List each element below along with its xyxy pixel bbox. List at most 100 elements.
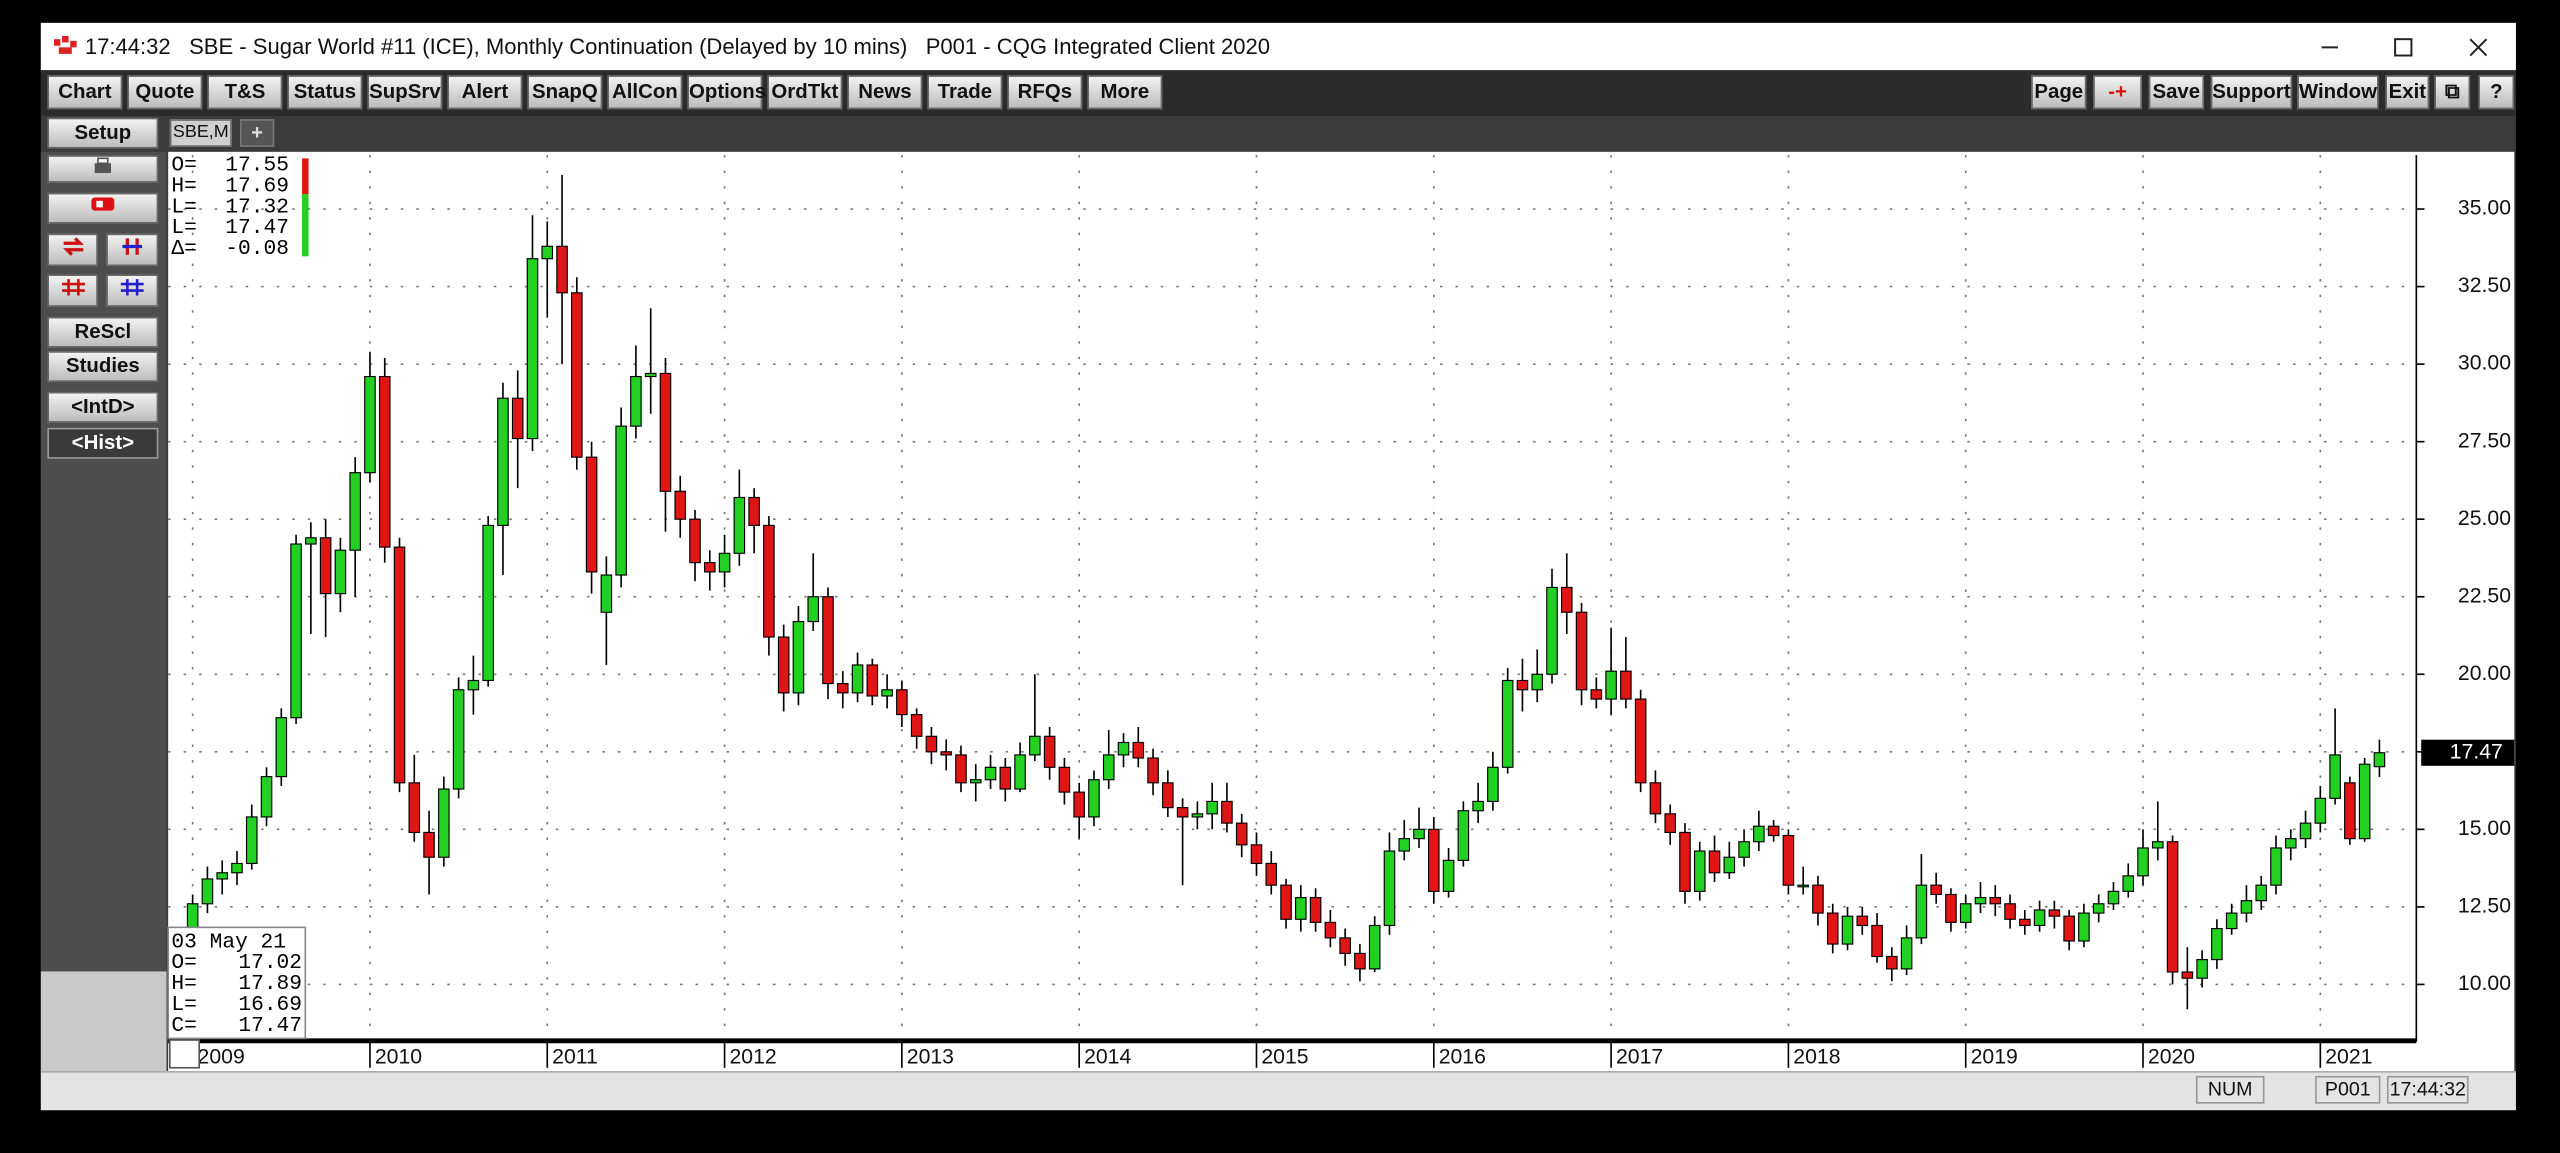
candle-body	[1014, 754, 1026, 790]
restore-button[interactable]: ⧉	[2434, 75, 2471, 110]
toolbar-button[interactable]: News	[847, 75, 923, 110]
candle-body	[2078, 912, 2090, 942]
axis-corner-box	[168, 1039, 200, 1069]
candle-body	[600, 574, 613, 613]
candle-body	[940, 751, 952, 756]
price-tag-label: 17.47	[2450, 740, 2503, 763]
candle-body	[1339, 937, 1351, 954]
toolbar-button[interactable]: SupSrv	[367, 75, 443, 110]
toolbar-button[interactable]: SnapQ	[527, 75, 603, 110]
toolbar-button[interactable]: Options	[687, 75, 766, 110]
candle-body	[777, 636, 790, 694]
x-tick-label: 2011	[552, 1046, 598, 1069]
sidebar-button[interactable]: ReScl	[47, 316, 159, 348]
sidebar-button[interactable]: Studies	[47, 351, 159, 383]
candle-body	[2019, 918, 2031, 927]
print-button[interactable]	[47, 155, 159, 183]
candle-body	[1516, 679, 1529, 691]
toolbar-button[interactable]: RFQs	[1007, 75, 1083, 110]
candle-body	[349, 472, 361, 551]
toolbar-button[interactable]: Status	[287, 75, 363, 110]
toolbar-button[interactable]: More	[1087, 75, 1163, 110]
candle-body	[2314, 797, 2327, 824]
y-tick-label: 27.50	[2458, 429, 2511, 452]
toolbar-button[interactable]: Save	[2148, 75, 2205, 110]
candle-body	[2225, 912, 2238, 930]
toolbar-button[interactable]: -+	[2093, 75, 2143, 110]
candle-body	[1088, 779, 1100, 818]
candle-body	[1915, 884, 1928, 939]
tab-add[interactable]: +	[239, 119, 275, 147]
x-tick-label: 2021	[2325, 1046, 2372, 1069]
candle-body	[2063, 915, 2075, 942]
candle-body	[2151, 841, 2164, 849]
candle-body	[674, 490, 687, 520]
toolbar-button[interactable]: Exit	[2385, 75, 2430, 110]
hover-label: C=	[171, 1014, 196, 1038]
toolbar-button[interactable]: Support	[2210, 75, 2293, 110]
candle-body	[1102, 754, 1115, 781]
candle-body	[1930, 884, 1942, 896]
toolbar-button[interactable]: Chart	[47, 75, 123, 110]
toolbar-button[interactable]: ?	[2478, 75, 2515, 110]
ohlc-value: 17.47	[225, 216, 289, 240]
zoom-in-button[interactable]	[47, 274, 98, 307]
candle-body	[319, 537, 332, 595]
status-item: P001	[2315, 1075, 2381, 1104]
candle-body	[2166, 841, 2179, 973]
sidebar-button[interactable]: Setup	[47, 117, 159, 149]
chart-type-button[interactable]	[47, 192, 159, 224]
candle-body	[984, 766, 997, 781]
tab[interactable]: SBE,M	[169, 119, 232, 147]
candle-body	[1043, 735, 1056, 768]
candle-body	[1664, 813, 1676, 834]
y-tick-label: 10.00	[2458, 972, 2511, 995]
candle-body	[1723, 856, 1736, 874]
toolbar-button[interactable]: Alert	[447, 75, 523, 110]
candle-body	[999, 766, 1012, 790]
y-tick-label: 20.00	[2458, 662, 2511, 685]
toolbar-button[interactable]: Trade	[927, 75, 1003, 110]
candle-body	[1368, 924, 1381, 970]
toolbar-button[interactable]: Page	[2031, 75, 2087, 110]
title-bar: 17:44:32 SBE - Sugar World #11 (ICE), Mo…	[40, 22, 2516, 71]
candle-body	[1575, 611, 1588, 691]
toolbar-button[interactable]: Window	[2297, 75, 2379, 110]
y-tick-label: 12.50	[2458, 894, 2511, 917]
candle-body	[807, 596, 820, 623]
candle-body	[2358, 763, 2371, 840]
candle-body	[2122, 875, 2135, 892]
scale-button[interactable]	[106, 233, 159, 267]
window-controls[interactable]	[2310, 29, 2506, 65]
candle-body	[1117, 741, 1130, 756]
candle-body	[1856, 915, 1869, 927]
sidebar-button[interactable]: <IntD>	[47, 391, 159, 423]
y-tick-label: 32.50	[2458, 274, 2511, 297]
candle-body	[1413, 828, 1425, 840]
candle-body	[393, 546, 406, 784]
candle-body	[585, 456, 598, 573]
candle-body	[1679, 831, 1691, 892]
candle-body	[290, 543, 302, 719]
toolbar-button[interactable]: AllCon	[607, 75, 683, 110]
hover-label: H=	[171, 972, 196, 996]
candle-body	[866, 664, 879, 697]
candle-body	[792, 620, 805, 694]
candle-body	[2181, 971, 2194, 979]
toolbar-button[interactable]: OrdTkt	[767, 75, 843, 110]
candle-body	[511, 397, 524, 440]
ohlc-bar-green	[302, 194, 309, 257]
candle-body	[1738, 841, 1750, 858]
candle-body	[630, 375, 642, 427]
candle-body	[1605, 670, 1617, 700]
candle-body	[1900, 937, 1913, 970]
candle-body	[2033, 909, 2046, 927]
toolbar-button[interactable]: T&S	[207, 75, 283, 110]
zoom-out-button[interactable]	[106, 274, 159, 307]
candle-body	[245, 816, 258, 865]
scroll-button[interactable]	[47, 233, 98, 267]
candle-body	[615, 425, 627, 576]
sidebar-button[interactable]: <Hist>	[47, 427, 159, 459]
toolbar-button[interactable]: Quote	[127, 75, 203, 110]
